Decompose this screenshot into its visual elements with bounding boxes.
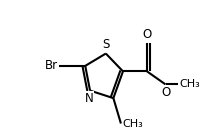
Text: N: N [85,92,94,105]
Text: CH₃: CH₃ [122,119,143,129]
Text: CH₃: CH₃ [179,79,200,89]
Text: Br: Br [45,59,58,72]
Text: S: S [102,38,110,52]
Text: O: O [142,28,152,41]
Text: O: O [161,86,170,99]
